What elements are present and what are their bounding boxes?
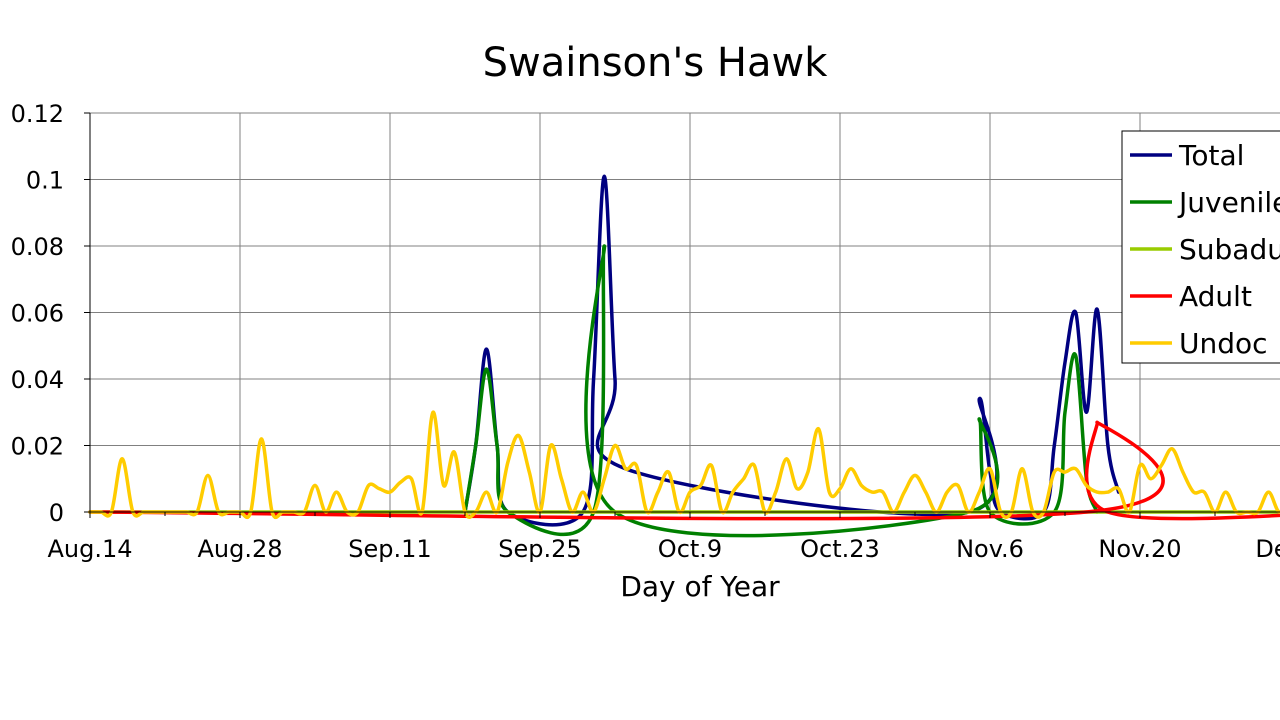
x-tick-label: Aug.14 [47,535,132,563]
legend-label: Adult [1179,280,1252,313]
y-tick-label: 0.04 [11,366,64,394]
legend-label: Undoc [1179,327,1268,360]
axes: 0 0.02 0.04 0.06 0.08 0.1 0.12 Aug.14 Aug.28 Sep.… [11,100,1280,563]
y-tick-label: 0.02 [11,433,64,461]
grid [89,112,1280,513]
x-tick-label: Sep.11 [348,535,431,563]
x-tick-label: Oct.9 [658,535,722,563]
legend-label: Juvenile [1177,186,1280,219]
series-line-juvenile [463,244,1099,538]
legend: Total Juvenile Subadult Adult Undoc [1121,130,1280,364]
x-tick-label: Oct.23 [800,535,880,563]
x-tick-label: Sep.25 [498,535,581,563]
y-tick-label: 0 [49,499,64,527]
legend-box [1121,130,1280,364]
chart-title: Swainson's Hawk [483,40,829,86]
series-lines [88,174,1280,538]
x-tick-label: Dec.4 [1255,535,1280,563]
y-tick-label: 0.1 [26,167,64,195]
x-tick-label: Nov.6 [956,535,1024,563]
y-tick-label: 0.08 [11,233,64,261]
series-line-undoc [88,410,1280,520]
legend-label: Subadult [1179,233,1280,266]
x-axis-title: Day of Year [620,570,780,603]
legend-label: Total [1178,139,1244,172]
y-tick-label: 0.06 [11,300,64,328]
y-tick-label: 0.12 [11,100,64,128]
x-tick-label: Nov.20 [1098,535,1181,563]
x-tick-label: Aug.28 [197,535,282,563]
